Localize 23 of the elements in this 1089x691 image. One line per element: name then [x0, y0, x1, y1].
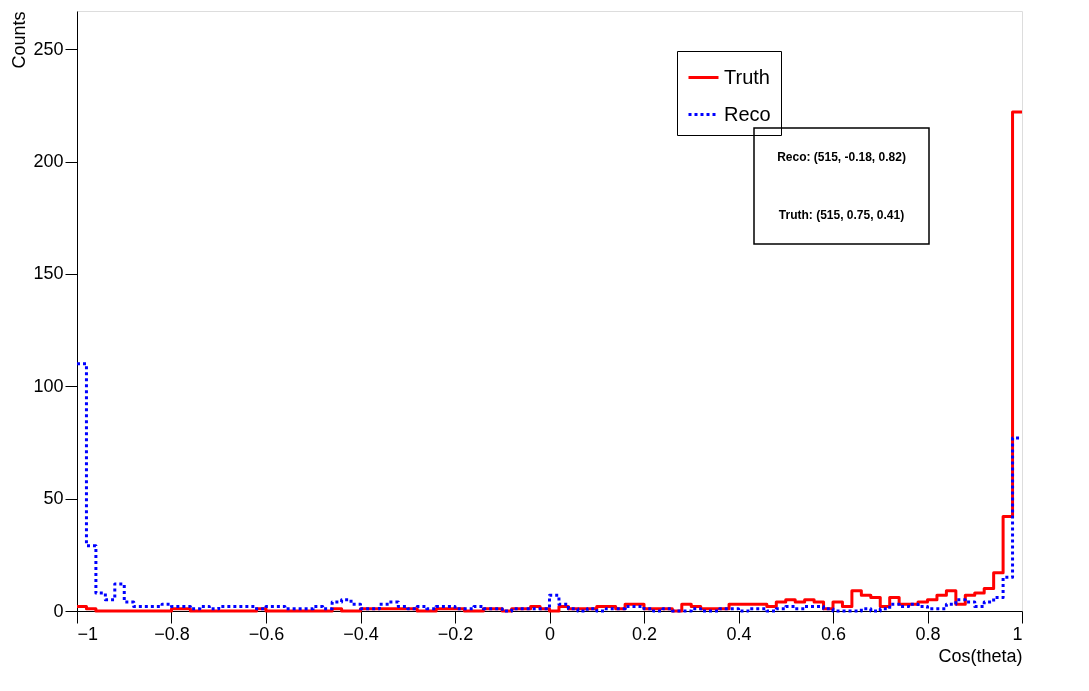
x-tick-label: −0.8 [154, 623, 190, 644]
y-tick-label: 250 [33, 38, 64, 59]
x-tick-label: −0.4 [343, 623, 379, 644]
annotation: Reco: (515, -0.18, 0.82) [777, 150, 906, 164]
x-tick-label: 1 [1012, 623, 1023, 644]
x-tick-label: 0.8 [915, 623, 941, 644]
x-tick-label: −1 [77, 623, 99, 644]
y-tick-label: 150 [33, 263, 64, 284]
y-tick-label: 100 [33, 375, 64, 396]
y-tick-label: 200 [33, 151, 64, 172]
legend-label: Truth [724, 65, 770, 88]
x-tick-label: 0.2 [631, 623, 658, 644]
x-tick-label: −0.2 [437, 623, 474, 644]
annotation: Truth: (515, 0.75, 0.41) [778, 208, 905, 222]
legend-label: Reco [724, 102, 771, 125]
y-tick-label: 50 [43, 488, 64, 509]
x-tick-label: 0.4 [726, 623, 752, 644]
x-tick-label: 0 [544, 623, 556, 644]
x-axis-title: Cos(theta) [938, 645, 1023, 666]
y-axis-title: Counts [9, 11, 30, 69]
y-tick-label: 0 [53, 600, 64, 621]
x-tick-label: −0.6 [248, 623, 285, 644]
x-tick-label: 0.6 [820, 623, 847, 644]
